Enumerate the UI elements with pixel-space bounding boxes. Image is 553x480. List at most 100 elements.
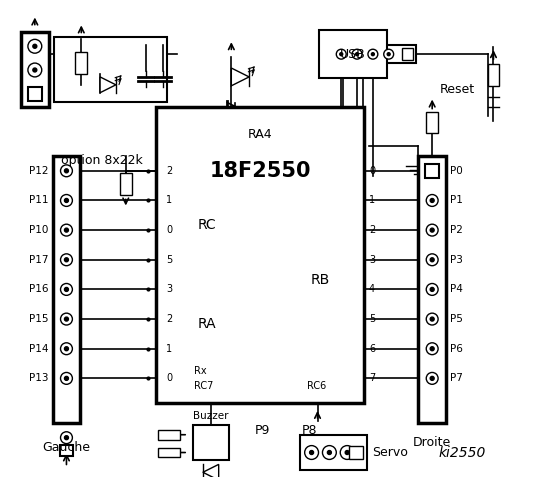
Circle shape — [65, 436, 69, 440]
Text: P2: P2 — [450, 225, 463, 235]
Circle shape — [65, 317, 69, 321]
Text: 4: 4 — [369, 285, 375, 294]
Text: P9: P9 — [254, 424, 270, 437]
Bar — [193, 425, 228, 460]
Circle shape — [352, 49, 362, 59]
Bar — [120, 173, 132, 194]
Text: 5: 5 — [166, 255, 173, 265]
Text: Droite: Droite — [413, 436, 451, 449]
Circle shape — [356, 53, 358, 56]
Text: RA4: RA4 — [248, 128, 273, 141]
Bar — [21, 33, 49, 107]
Circle shape — [33, 44, 37, 48]
Circle shape — [430, 317, 434, 321]
Circle shape — [65, 347, 69, 351]
Bar — [330, 45, 416, 63]
Bar — [426, 111, 438, 133]
Circle shape — [28, 63, 41, 77]
Text: 0: 0 — [166, 373, 173, 384]
Bar — [158, 447, 180, 457]
Circle shape — [368, 49, 378, 59]
Text: P3: P3 — [450, 255, 463, 265]
Circle shape — [430, 228, 434, 232]
Text: 1: 1 — [166, 195, 173, 205]
Circle shape — [65, 288, 69, 291]
Text: P16: P16 — [29, 285, 49, 294]
Text: RC7: RC7 — [194, 381, 213, 391]
Polygon shape — [100, 77, 116, 93]
Bar — [320, 30, 387, 78]
Text: 6: 6 — [369, 344, 375, 354]
Text: P5: P5 — [450, 314, 463, 324]
Text: P17: P17 — [29, 255, 49, 265]
Text: RC: RC — [198, 218, 217, 232]
Circle shape — [340, 53, 343, 56]
Text: P10: P10 — [29, 225, 49, 235]
Text: P4: P4 — [450, 285, 463, 294]
Text: 3: 3 — [166, 285, 173, 294]
Text: 2: 2 — [369, 225, 375, 235]
Circle shape — [387, 53, 390, 56]
Circle shape — [310, 451, 314, 455]
Circle shape — [65, 169, 69, 173]
Circle shape — [426, 224, 438, 236]
Circle shape — [60, 254, 72, 266]
Bar — [418, 156, 446, 423]
Circle shape — [305, 445, 319, 459]
Text: P15: P15 — [29, 314, 49, 324]
Circle shape — [426, 313, 438, 325]
Circle shape — [426, 343, 438, 355]
Text: 5: 5 — [369, 314, 375, 324]
Bar — [158, 430, 180, 440]
Text: 2: 2 — [166, 166, 173, 176]
Circle shape — [430, 376, 434, 380]
Text: ki2550: ki2550 — [438, 445, 486, 459]
Circle shape — [65, 228, 69, 232]
Circle shape — [60, 343, 72, 355]
Circle shape — [60, 432, 72, 444]
Circle shape — [60, 224, 72, 236]
Bar — [349, 445, 363, 459]
Polygon shape — [231, 68, 249, 86]
Circle shape — [430, 199, 434, 203]
Text: 0: 0 — [369, 166, 375, 176]
Text: P0: P0 — [450, 166, 463, 176]
Circle shape — [426, 254, 438, 266]
Text: P7: P7 — [450, 373, 463, 384]
Circle shape — [65, 199, 69, 203]
Text: 2: 2 — [166, 314, 173, 324]
Bar — [53, 156, 80, 423]
Circle shape — [327, 451, 331, 455]
Bar — [425, 164, 439, 178]
Bar — [156, 107, 364, 403]
Text: 7: 7 — [369, 373, 375, 384]
Text: P6: P6 — [450, 344, 463, 354]
Bar — [488, 64, 499, 86]
Text: Rx: Rx — [194, 366, 207, 376]
Circle shape — [28, 39, 41, 53]
Circle shape — [426, 194, 438, 206]
Bar — [300, 435, 367, 470]
Text: P1: P1 — [450, 195, 463, 205]
Text: RA: RA — [198, 317, 217, 331]
Circle shape — [426, 284, 438, 295]
Bar — [401, 48, 414, 60]
Text: P11: P11 — [29, 195, 49, 205]
Bar — [28, 87, 41, 101]
Text: 0: 0 — [166, 225, 173, 235]
Circle shape — [426, 372, 438, 384]
Circle shape — [322, 445, 336, 459]
Text: 1: 1 — [369, 195, 375, 205]
Circle shape — [60, 165, 72, 177]
Circle shape — [65, 258, 69, 262]
Text: 1: 1 — [166, 344, 173, 354]
Text: 18F2550: 18F2550 — [210, 161, 311, 181]
Circle shape — [430, 347, 434, 351]
Polygon shape — [203, 464, 218, 480]
Text: RC6: RC6 — [307, 381, 326, 391]
Circle shape — [33, 68, 37, 72]
Circle shape — [430, 288, 434, 291]
Circle shape — [340, 445, 354, 459]
Text: P12: P12 — [29, 166, 49, 176]
Text: Servo: Servo — [372, 446, 408, 459]
